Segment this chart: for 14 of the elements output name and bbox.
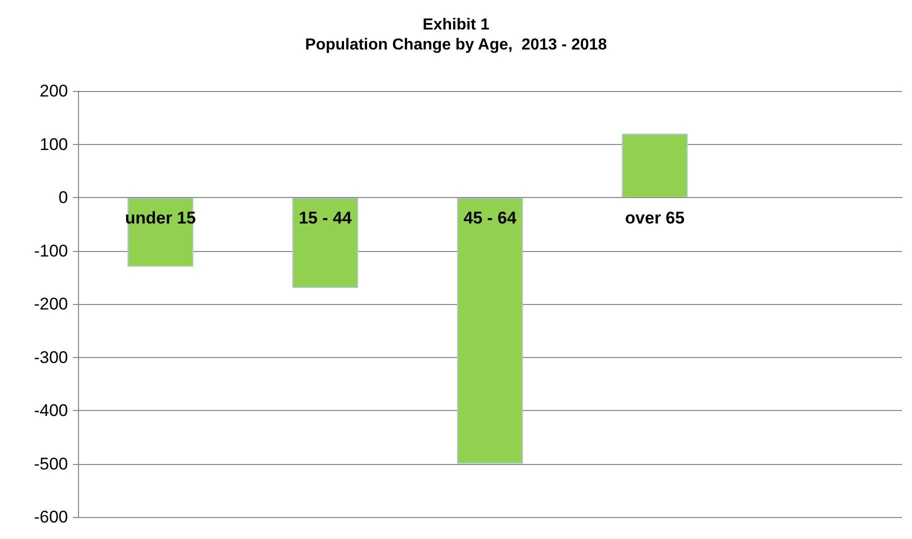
- y-tick-label: -300: [34, 348, 68, 367]
- x-tick-label: 15 - 44: [298, 208, 352, 228]
- y-tick-label: 200: [40, 82, 68, 100]
- y-tick-label: 0: [58, 188, 68, 207]
- y-tick-label: -200: [34, 294, 68, 314]
- y-tick-label: -400: [34, 401, 68, 420]
- chart-title: Exhibit 1: [422, 16, 490, 34]
- y-tick-label: -500: [34, 454, 68, 474]
- x-tick-label: over 65: [625, 208, 685, 228]
- y-tick-label: 100: [40, 134, 68, 154]
- x-tick-label: 45 - 64: [464, 208, 517, 228]
- chart-subtitle: Population Change by Age, 2013 - 2018: [305, 36, 607, 54]
- y-tick-label: -100: [34, 241, 68, 260]
- y-tick-label: -600: [34, 508, 68, 526]
